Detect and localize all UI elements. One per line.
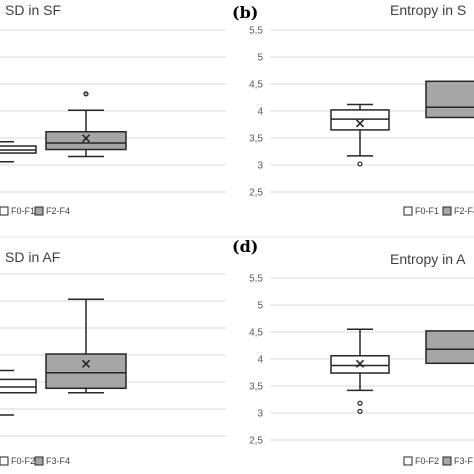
y-tick-label: 4,5 [249, 80, 263, 91]
panel-1: SD in SF F0-F1 F2-F4 [0, 2, 226, 216]
box-iqr [45, 130, 127, 151]
legend-label: F0-F2 [415, 456, 439, 466]
panel-3: SD in AF F0-F2 F3-F4 [0, 249, 226, 466]
legend-swatch [403, 456, 413, 466]
legend-label: F3-F [454, 456, 474, 466]
box-iqr [425, 330, 474, 365]
legend-label: F3-F4 [46, 456, 70, 466]
y-tick-label: 5 [257, 301, 263, 312]
outlier-point [357, 408, 363, 414]
box-F2-F4 [425, 80, 474, 119]
legend-label: F0-F2 [11, 456, 35, 466]
legend-swatch [403, 206, 413, 216]
chart-title: SD in AF [5, 249, 60, 265]
panel-2: 5,5 5 4,5 4 3,5 3 2,5 (b) Entropy in S F0-F1 F2-F4 [232, 2, 474, 216]
legend-item: F0-F1 [403, 206, 439, 216]
box-F3-F [425, 330, 474, 365]
panel-label: (d) [232, 237, 258, 256]
mean-marker [81, 359, 91, 368]
chart-title: Entropy in A [390, 251, 466, 267]
mean-marker [355, 119, 365, 128]
legend-item: F0-F2 [403, 456, 439, 466]
legend-item: F3-F [442, 456, 474, 466]
legend-swatch [34, 456, 44, 466]
box-iqr [0, 378, 37, 394]
legend-swatch [442, 456, 452, 466]
y-tick-label: 5,5 [249, 274, 263, 285]
panel-4: 5,5 5 4,5 4 3,5 3 2,5 (d) Entropy in A F0-F2 F3-F [232, 237, 474, 466]
y-tick-label: 5 [257, 53, 263, 64]
outlier-point [83, 91, 89, 97]
y-tick-label: 3,5 [249, 382, 263, 393]
y-tick-label: 3 [257, 409, 263, 420]
legend-item: F2-F4 [442, 206, 474, 216]
mean-marker [355, 359, 365, 368]
legend-item: F3-F4 [34, 456, 70, 466]
legend-item: F2-F4 [34, 206, 70, 216]
chart-title: Entropy in S [390, 2, 466, 18]
outlier-point [357, 400, 363, 406]
legend-swatch [0, 206, 9, 216]
y-tick-label: 2,5 [249, 188, 263, 199]
y-tick-label: 3 [257, 161, 263, 172]
box-F0-F1 [330, 103, 390, 167]
legend-item: F0-F1 [0, 206, 35, 216]
legend-swatch [34, 206, 44, 216]
box-F0-F2 [330, 328, 390, 414]
legend-swatch [0, 456, 9, 466]
box-iqr [45, 353, 127, 390]
y-tick-label: 2,5 [249, 436, 263, 447]
outlier-point [357, 161, 363, 167]
y-tick-label: 4,5 [249, 328, 263, 339]
legend-label: F0-F1 [415, 206, 439, 216]
legend-label: F2-F4 [46, 206, 70, 216]
legend-label: F2-F4 [454, 206, 474, 216]
box-F2-F4 [45, 91, 127, 158]
box-iqr [425, 80, 474, 119]
y-tick-label: 4 [257, 355, 263, 366]
box-iqr [330, 109, 390, 131]
panel-label: (b) [232, 3, 258, 22]
box-F3-F4 [45, 298, 127, 394]
box-F0-F2 [0, 369, 37, 416]
mean-marker [81, 134, 91, 143]
chart-title: SD in SF [5, 2, 61, 18]
legend-swatch [442, 206, 452, 216]
y-tick-label: 3,5 [249, 134, 263, 145]
y-tick-label: 4 [257, 107, 263, 118]
legend-item: F0-F2 [0, 456, 35, 466]
box-F0-F1 [0, 141, 37, 163]
legend-label: F0-F1 [11, 206, 35, 216]
y-tick-label: 5,5 [249, 26, 263, 37]
